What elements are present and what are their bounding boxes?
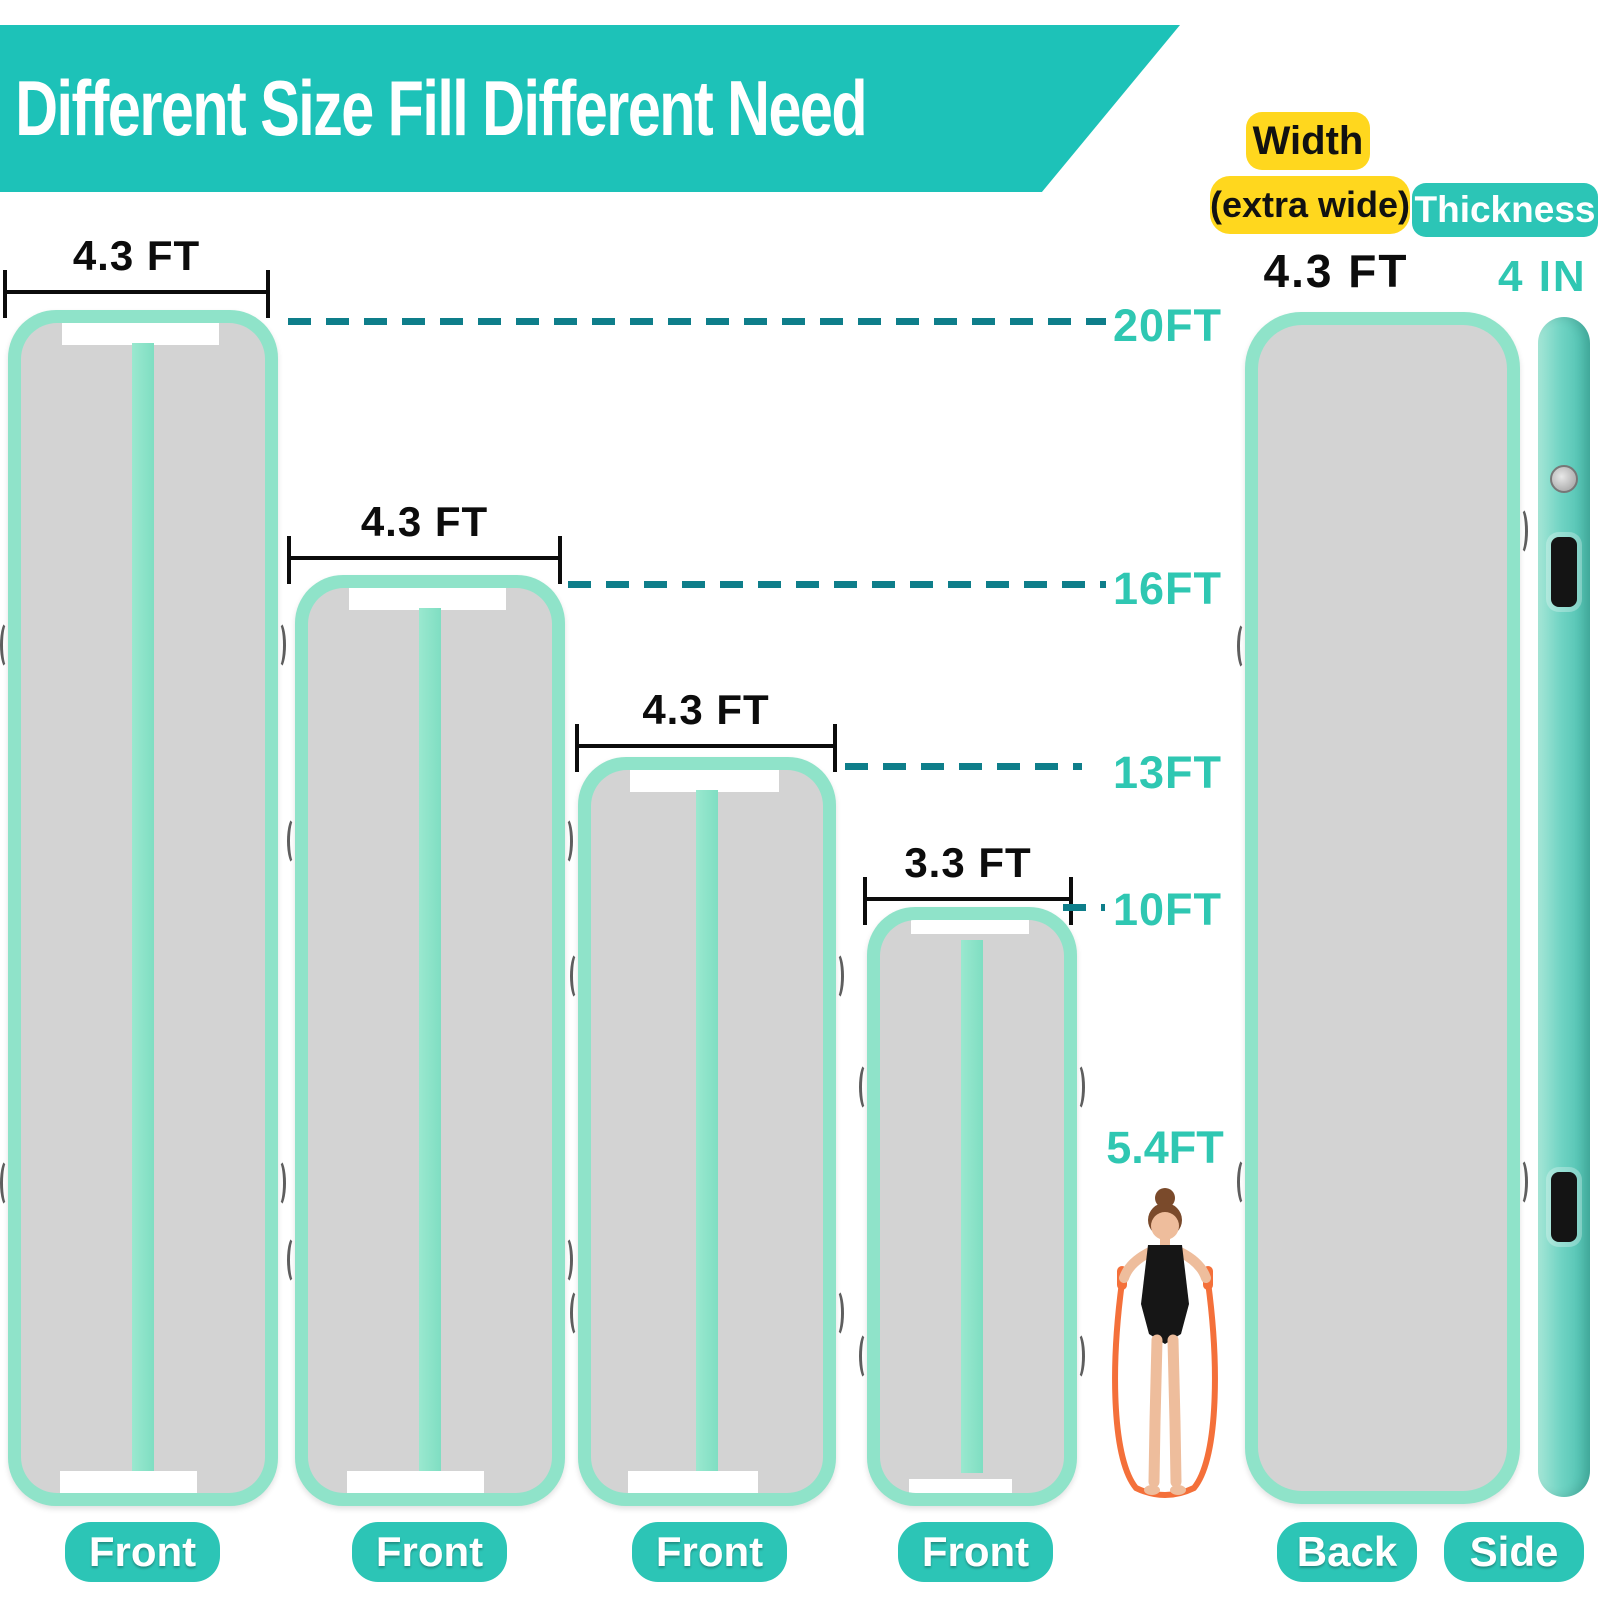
mat-side-handle xyxy=(859,1063,873,1111)
dimension-mat3-width: 4.3 FT xyxy=(575,686,837,772)
side-carry-handle xyxy=(1551,1172,1577,1242)
mat-side-handle xyxy=(0,1159,14,1207)
mat-side-handle xyxy=(1514,1158,1528,1206)
mat-center-stripe xyxy=(132,343,154,1473)
view-badge-front-3: Front xyxy=(632,1522,787,1582)
mat-side-handle xyxy=(570,1289,584,1337)
right-leg xyxy=(1167,1334,1182,1488)
page-title: Different Size Fill Different Need xyxy=(15,64,867,152)
mat-side-handle xyxy=(1071,1332,1085,1380)
dimension-label: 4.3 FT xyxy=(642,686,770,733)
mat-side-handle xyxy=(1237,1158,1251,1206)
jump-rope xyxy=(1112,1279,1218,1498)
person-height-label: 5.4FT xyxy=(1106,1122,1224,1173)
mat-side-handle xyxy=(1237,622,1251,670)
length-label-13ft: 13FT xyxy=(1113,747,1223,798)
hair-bun xyxy=(1155,1188,1175,1208)
mat-center-stripe xyxy=(961,940,983,1473)
view-badge-back: Back xyxy=(1277,1522,1417,1582)
leotard xyxy=(1141,1245,1189,1344)
view-badge-front-1: Front xyxy=(65,1522,220,1582)
face xyxy=(1151,1212,1179,1240)
dash-line-10ft xyxy=(1063,904,1105,911)
dimension-mat1-width: 4.3 FT xyxy=(3,232,270,318)
mat-side-handle xyxy=(559,817,573,865)
dimension-line xyxy=(287,536,562,584)
mat-side-handle xyxy=(1514,507,1528,555)
mat-center-stripe xyxy=(419,608,441,1473)
mat-front-13ft xyxy=(570,757,844,1506)
dimension-line xyxy=(3,270,270,318)
mat-side-handle xyxy=(0,621,14,669)
mat-side-handle xyxy=(859,1332,873,1380)
mat-back-view xyxy=(1237,312,1528,1504)
right-foot xyxy=(1170,1485,1186,1495)
mat-top-handle-strip xyxy=(630,770,779,792)
mat-side-view xyxy=(1538,317,1590,1497)
inflation-valve xyxy=(1550,465,1578,493)
dimension-line xyxy=(863,877,1073,925)
extra-wide-badge: (extra wide) xyxy=(1210,176,1410,234)
dash-line-20ft xyxy=(288,318,1106,325)
side-carry-handle xyxy=(1551,537,1577,607)
title-banner: Different Size Fill Different Need xyxy=(0,25,1180,192)
girl-figure xyxy=(1112,1188,1218,1498)
length-label-16ft: 16FT xyxy=(1113,563,1223,614)
thickness-badge: Thickness xyxy=(1412,183,1598,237)
dimension-label: 4.3 FT xyxy=(360,498,489,545)
width-badge: Width xyxy=(1246,112,1370,170)
mat-side-handle xyxy=(287,817,301,865)
thickness-value-label: 4 IN xyxy=(1498,252,1587,301)
dimension-mat2-width: 4.3 FT xyxy=(287,498,562,584)
view-badge-side: Side xyxy=(1444,1522,1584,1582)
dimension-mat4-width: 3.3 FT xyxy=(863,839,1073,925)
neck xyxy=(1160,1238,1170,1248)
mat-side-handle xyxy=(559,1236,573,1284)
view-badge-front-2: Front xyxy=(352,1522,507,1582)
mat-top-handle-strip xyxy=(62,323,219,345)
dash-line-13ft xyxy=(845,763,1082,770)
left-leg xyxy=(1148,1334,1163,1488)
mat-surface xyxy=(1258,325,1507,1491)
mat-bottom-handle-strip xyxy=(628,1471,759,1493)
mat-bottom-handle-strip xyxy=(347,1471,484,1493)
mat-side-handle xyxy=(830,1289,844,1337)
mat-side-handle xyxy=(1071,1063,1085,1111)
mat-center-stripe xyxy=(696,790,718,1473)
mat-surface xyxy=(591,770,823,1493)
dimension-label: 3.3 FT xyxy=(904,839,1032,886)
mat-surface xyxy=(880,920,1064,1493)
length-label-20ft: 20FT xyxy=(1113,300,1223,351)
mat-top-handle-strip xyxy=(349,588,506,610)
mat-side-handle xyxy=(287,1236,301,1284)
dimension-label: 4.3 FT xyxy=(72,232,201,279)
mat-side-handle xyxy=(272,621,286,669)
mat-side-handle xyxy=(830,952,844,1000)
mat-bottom-handle-strip xyxy=(60,1471,197,1493)
dimension-line xyxy=(575,724,837,772)
mat-front-20ft xyxy=(0,310,286,1506)
mat-side-handle xyxy=(272,1159,286,1207)
mat-front-10ft xyxy=(859,907,1085,1506)
mat-bottom-handle-strip xyxy=(909,1479,1013,1493)
length-label-10ft: 10FT xyxy=(1113,884,1223,935)
view-badge-front-4: Front xyxy=(898,1522,1053,1582)
mat-side-handle xyxy=(570,952,584,1000)
back-mat-width-label: 4.3 FT xyxy=(1263,245,1409,297)
mat-surface xyxy=(21,323,265,1493)
left-foot xyxy=(1144,1485,1160,1495)
mat-front-16ft xyxy=(287,575,573,1506)
mat-surface xyxy=(308,588,552,1493)
mat-top-handle-strip xyxy=(911,920,1030,934)
dash-line-16ft xyxy=(568,581,1106,588)
